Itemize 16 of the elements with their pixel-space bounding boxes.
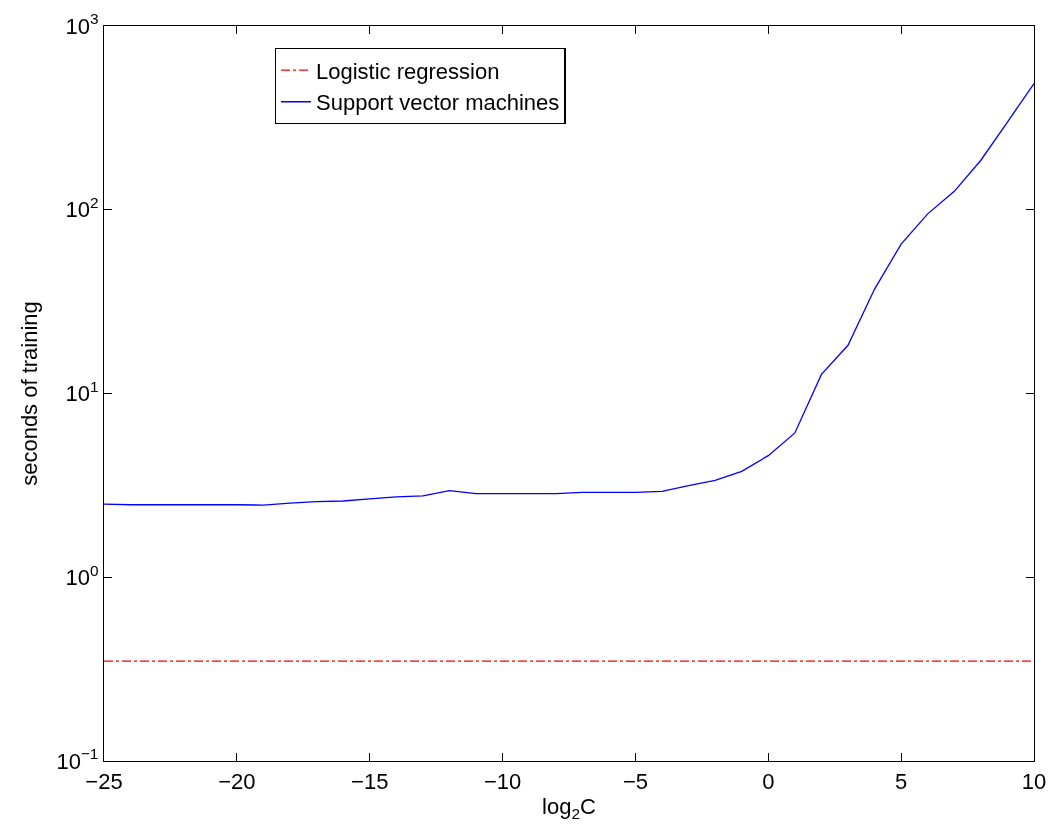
x-tick-label: −15 [351, 768, 389, 794]
x-tick-label: −10 [483, 768, 522, 794]
legend-label: Logistic regression [316, 58, 500, 84]
y-axis-title: seconds of training [17, 301, 43, 486]
x-tick-label: 5 [895, 768, 908, 794]
y-tick-label: 10$^{1}$ [65, 377, 99, 407]
y-tick-label: 10$^{3}$ [65, 10, 99, 39]
x-tick-label: −5 [622, 768, 648, 794]
legend-label: Support vector machines [316, 90, 560, 116]
y-tick-label: 10$^{2}$ [65, 194, 99, 223]
x-tick-label: 10 [1021, 768, 1047, 794]
x-tick-label: 0 [762, 768, 775, 794]
y-tick-label: 10$^{0}$ [65, 561, 99, 590]
line-series [104, 82, 1034, 506]
x-tick-label: −20 [218, 768, 256, 794]
x-axis-title: log$_{2}$C [542, 794, 597, 823]
